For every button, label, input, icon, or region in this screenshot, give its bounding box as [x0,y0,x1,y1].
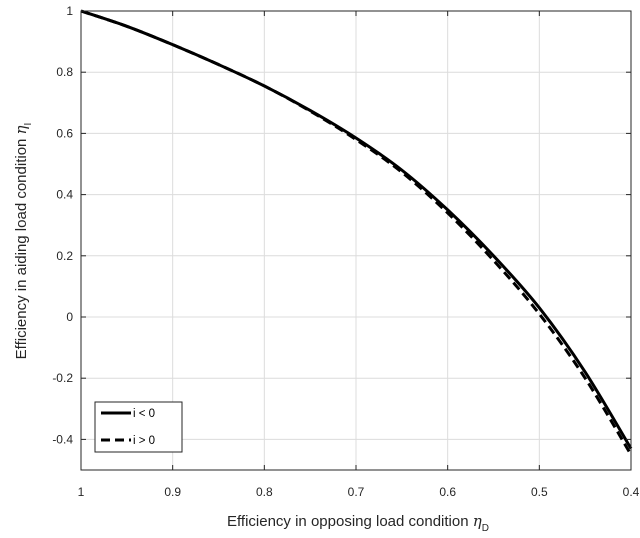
x-tick-label: 0.6 [439,485,456,499]
y-tick-label: 0.2 [56,249,73,263]
legend-label-i-negative: i < 0 [133,408,155,420]
y-tick-label: 0.8 [56,65,73,79]
x-tick-label: 0.4 [623,485,640,499]
y-axis-symbol: η [12,125,30,134]
x-tick-label: 0.7 [348,485,365,499]
x-axis-label: Efficiency in opposing load condition ηD [227,512,489,534]
series-line-i-negative [80,9,633,450]
y-tick-label: -0.2 [52,371,73,385]
y-tick-label: 0.4 [56,188,73,202]
y-axis-label: Efficiency in aiding load condition ηI [12,123,34,360]
x-axis-symbol-subscript: D [482,523,489,534]
legend-box [94,401,183,453]
y-tick-label: 0.6 [56,126,73,140]
x-axis-label-text: Efficiency in opposing load condition [227,513,469,530]
y-axis-ticks: 1 0.8 0.6 0.4 0.2 0 -0.2 -0.4 [52,4,631,446]
x-tick-label: 0.9 [164,485,181,499]
grid [80,10,632,470]
y-axis-symbol-subscript: I [23,123,34,126]
x-tick-label: 0.8 [256,485,273,499]
y-tick-label: -0.4 [52,432,73,446]
y-tick-label: 0 [66,310,73,324]
x-tick-label: 1 [78,485,85,499]
x-axis-symbol: η [473,512,482,530]
legend-label-i-positive: i > 0 [133,435,155,447]
y-tick-label: 1 [66,4,73,18]
legend: i < 0 i > 0 [94,401,183,453]
series-layer [80,9,633,456]
y-axis-label-text: Efficiency in aiding load condition [13,139,30,360]
x-axis-ticks: 1 0.9 0.8 0.7 0.6 0.5 0.4 [78,11,640,499]
x-tick-label: 0.5 [531,485,548,499]
